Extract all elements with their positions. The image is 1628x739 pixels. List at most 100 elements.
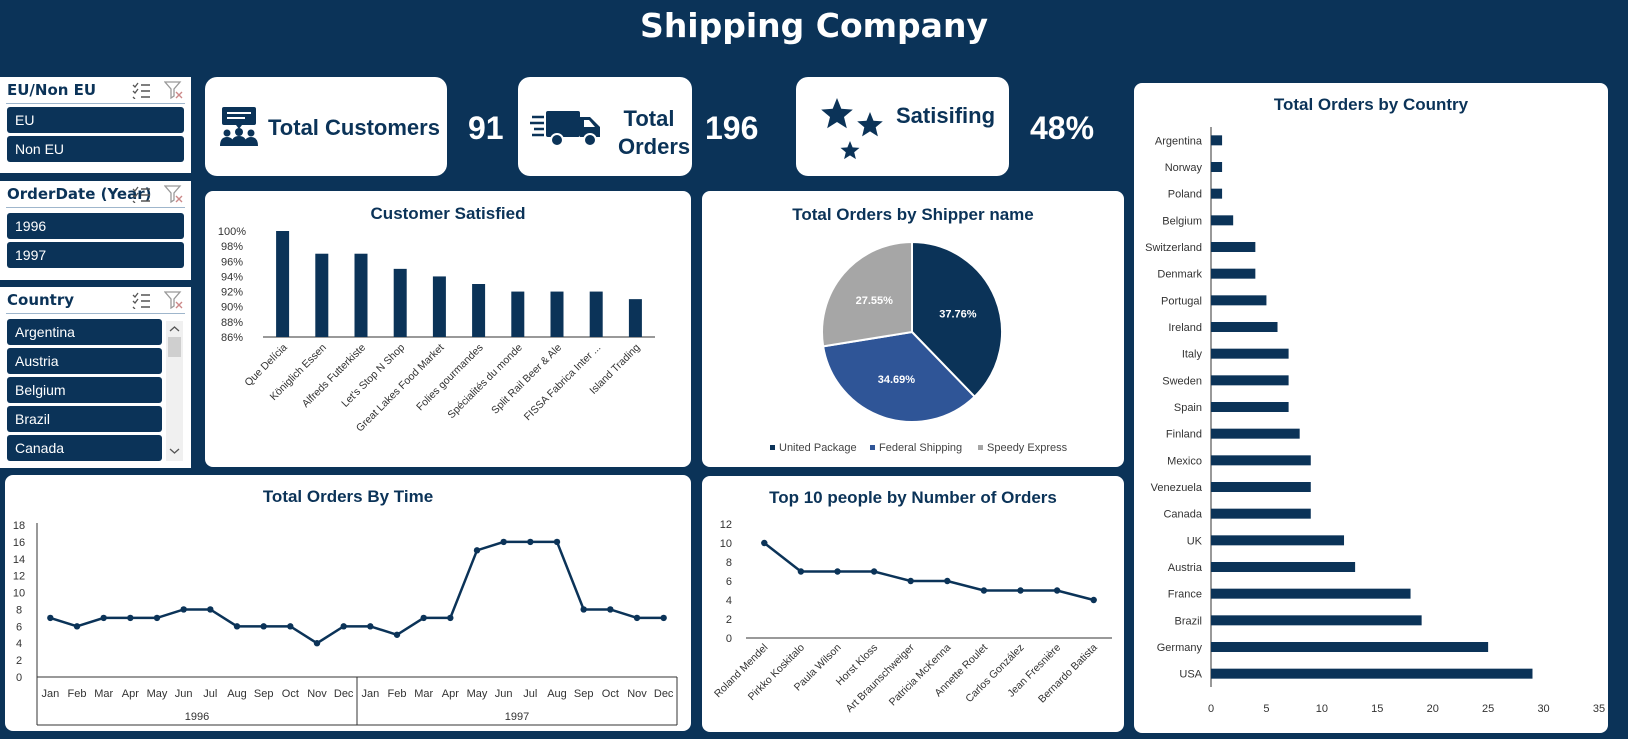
- bar: [628, 299, 642, 337]
- slicer-item-non-eu[interactable]: Non EU: [7, 136, 184, 162]
- kpi-satisfying-card: Satisifing: [796, 77, 1009, 176]
- kpi-customers-label: Total Customers: [268, 115, 440, 140]
- slicer-item-eu[interactable]: EU: [7, 107, 184, 133]
- bar: [550, 291, 564, 337]
- data-point: [870, 568, 878, 575]
- kpi-customers-value: 91: [468, 110, 504, 146]
- clear-filter-icon[interactable]: [164, 291, 184, 309]
- month-label: Dec: [334, 688, 354, 700]
- y-tick-label: Brazil: [1174, 615, 1202, 627]
- y-tick-label: Denmark: [1157, 269, 1202, 281]
- year-label: 1996: [185, 711, 209, 723]
- month-label: Mar: [414, 688, 433, 700]
- y-tick-label: 92%: [221, 287, 243, 299]
- data-point: [834, 568, 841, 575]
- bar: [1211, 642, 1489, 652]
- data-point: [313, 640, 321, 647]
- data-point: [797, 568, 805, 575]
- slicer-item-brazil[interactable]: Brazil: [7, 406, 162, 432]
- y-tick-label: 18: [13, 520, 25, 532]
- month-label: Aug: [547, 688, 567, 700]
- slicer-item-1996[interactable]: 1996: [7, 213, 184, 239]
- bar: [1211, 508, 1311, 519]
- bar: [472, 284, 486, 337]
- data-point: [500, 538, 507, 546]
- y-tick-label: Norway: [1165, 162, 1203, 174]
- slicer-item-belgium[interactable]: Belgium: [7, 377, 162, 403]
- pie-slice: [822, 330, 977, 423]
- legend-swatch: [978, 445, 983, 450]
- slicer-item-austria[interactable]: Austria: [7, 348, 162, 374]
- kpi-satisfying-label: Satisifing: [896, 103, 996, 128]
- legend-label: United Package: [779, 442, 857, 454]
- slicer-item-argentina[interactable]: Argentina: [7, 319, 162, 345]
- bar: [1211, 242, 1256, 252]
- y-tick-label: Portugal: [1161, 295, 1202, 307]
- x-tick-label: 25: [1482, 703, 1494, 715]
- y-tick-label: 100%: [218, 226, 246, 238]
- y-tick-label: Austria: [1168, 562, 1203, 574]
- bar: [1211, 588, 1411, 599]
- page-title: Shipping Company: [640, 6, 988, 45]
- y-tick-label: 88%: [221, 317, 243, 329]
- data-point: [393, 631, 401, 638]
- y-tick-label: 4: [726, 595, 732, 607]
- x-tick-label: 0: [1208, 703, 1214, 715]
- data-point: [447, 614, 454, 622]
- y-tick-label: Germany: [1157, 642, 1203, 654]
- y-tick-label: Belgium: [1162, 215, 1202, 227]
- y-tick-label: Italy: [1182, 349, 1203, 361]
- data-point: [153, 614, 161, 622]
- month-label: Sep: [254, 688, 274, 700]
- slicer-item-canada[interactable]: Canada: [7, 435, 162, 461]
- x-tick-label: Art Braunschweiger: [844, 641, 918, 715]
- month-label: Jun: [175, 688, 193, 700]
- month-label: Nov: [307, 688, 327, 700]
- data-point: [207, 606, 214, 613]
- y-tick-label: 14: [13, 554, 25, 566]
- x-tick-label: 20: [1427, 703, 1439, 715]
- y-tick-label: 12: [720, 519, 732, 531]
- clear-filter-icon[interactable]: [164, 185, 184, 203]
- clear-filter-icon[interactable]: [164, 81, 184, 99]
- country-card: Total Orders by Country Argentina Norway P…: [1134, 83, 1608, 733]
- kpi-orders-label: Total Orders: [618, 105, 690, 161]
- bar: [1211, 428, 1300, 439]
- data-point: [73, 623, 81, 630]
- data-point: [553, 538, 561, 546]
- y-tick-label: France: [1168, 589, 1202, 601]
- slicer-eu-header: EU/Non EU: [7, 81, 97, 99]
- month-label: Apr: [122, 688, 139, 700]
- x-tick-label: FISSA Fabrica Inter ...: [522, 342, 604, 424]
- slicer-item-1997[interactable]: 1997: [7, 242, 184, 268]
- multi-select-icon[interactable]: [131, 81, 151, 99]
- bar: [1211, 482, 1311, 492]
- legend-swatch: [770, 445, 775, 450]
- data-point: [127, 614, 134, 622]
- bar: [1211, 295, 1267, 306]
- y-tick-label: Sweden: [1162, 375, 1202, 387]
- x-tick-label: 35: [1593, 703, 1605, 715]
- series-line: [763, 542, 1095, 602]
- series-line: [49, 540, 664, 645]
- y-tick-label: 10: [13, 588, 25, 600]
- pie-data-label: 37.76%: [939, 308, 977, 320]
- kpi-orders-label-line1: Total: [623, 106, 675, 131]
- kpi-satisfying-value: 48%: [1030, 110, 1095, 146]
- month-label: Mar: [94, 688, 113, 700]
- data-point: [420, 614, 427, 622]
- bar: [1211, 668, 1533, 679]
- bar: [1211, 135, 1223, 146]
- x-tick-label: 5: [1263, 703, 1269, 715]
- scrollbar[interactable]: [166, 321, 183, 461]
- multi-select-icon[interactable]: [131, 185, 151, 203]
- month-label: Feb: [68, 688, 87, 700]
- kpi-orders-card: Total Orders: [518, 77, 692, 176]
- data-point: [367, 623, 374, 630]
- data-point: [660, 614, 667, 622]
- data-point: [527, 538, 534, 546]
- multi-select-icon[interactable]: [131, 291, 151, 309]
- data-point: [761, 539, 768, 547]
- data-point: [907, 577, 914, 585]
